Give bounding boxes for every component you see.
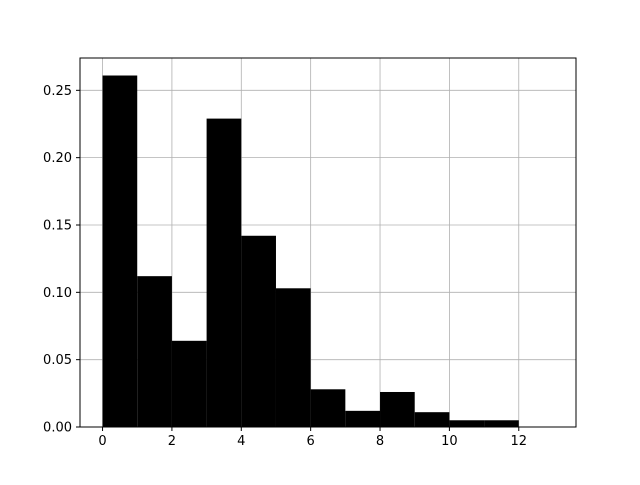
y-tick-label-0: 0.00 [43,421,72,436]
y-tick-label-1: 0.05 [43,353,72,368]
y-axis-ticks: 0.00 0.05 0.10 0.15 0.20 0.25 [43,84,80,436]
x-tick-label-3: 6 [307,434,315,449]
histogram-bar-8 [380,391,415,427]
histogram-bar-10 [449,420,485,427]
x-tick-label-0: 0 [98,434,106,449]
x-axis-ticks: 0 2 4 6 8 10 12 [98,427,527,449]
y-tick-label-2: 0.10 [43,286,72,301]
histogram-bar-7 [345,410,381,427]
x-tick-label-6: 12 [510,434,527,449]
histogram-bar-3 [206,118,242,428]
x-tick-label-5: 10 [441,434,458,449]
histogram-bar-0 [102,75,138,428]
x-tick-label-4: 8 [376,434,384,449]
histogram-bar-5 [275,288,311,427]
y-tick-label-4: 0.20 [43,151,72,166]
histogram-bar-9 [414,412,450,427]
histogram-bar-2 [171,340,207,427]
y-tick-label-5: 0.25 [43,84,72,99]
x-tick-label-2: 4 [237,434,245,449]
x-tick-label-1: 2 [168,434,176,449]
axes-frame [79,57,577,428]
y-tick-label-3: 0.15 [43,218,72,233]
bars-layer [102,75,519,428]
histogram-bar-1 [137,276,172,427]
histogram-bar-6 [310,389,346,427]
histogram-bar-4 [241,235,276,427]
histogram-bar-11 [484,420,519,427]
